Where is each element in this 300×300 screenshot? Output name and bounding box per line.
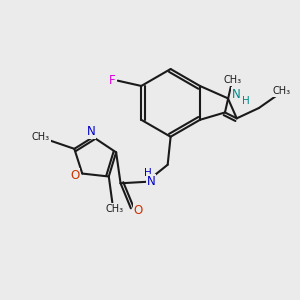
Text: O: O — [134, 204, 143, 217]
Text: N: N — [86, 125, 95, 138]
Text: CH₃: CH₃ — [106, 204, 124, 214]
Text: F: F — [109, 74, 116, 87]
Text: O: O — [70, 169, 80, 182]
Text: N: N — [232, 88, 241, 101]
Text: CH₃: CH₃ — [273, 86, 291, 96]
Text: CH₃: CH₃ — [32, 132, 50, 142]
Text: N: N — [146, 175, 155, 188]
Text: H: H — [242, 96, 249, 106]
Text: CH₃: CH₃ — [223, 75, 242, 85]
Text: H: H — [144, 168, 152, 178]
